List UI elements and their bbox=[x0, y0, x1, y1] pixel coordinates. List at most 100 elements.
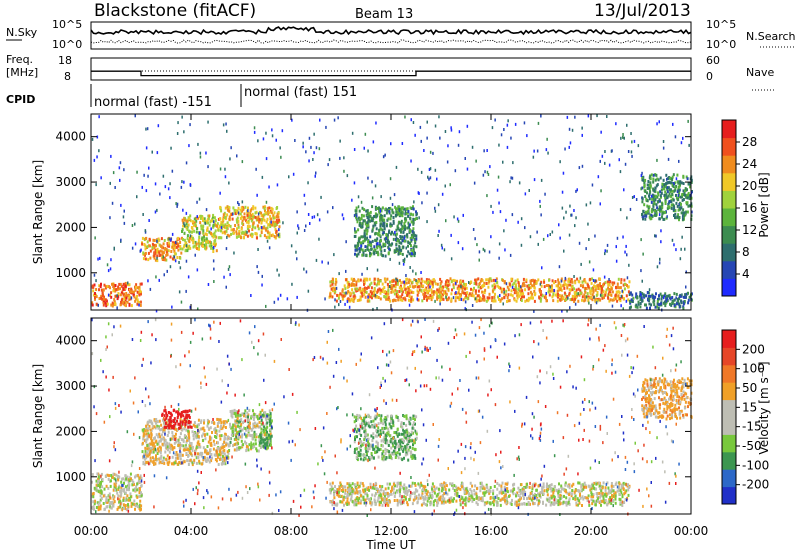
echo-cell bbox=[138, 503, 141, 507]
echo-cell bbox=[210, 231, 213, 235]
echo-cell bbox=[670, 181, 673, 185]
echo-cell bbox=[201, 216, 204, 220]
echo-speckle bbox=[250, 294, 252, 297]
echo-cell bbox=[450, 292, 453, 296]
echo-cell bbox=[458, 295, 461, 298]
echo-cell bbox=[149, 249, 152, 253]
echo-speckle bbox=[303, 229, 306, 232]
echo-cell bbox=[413, 237, 416, 241]
nsky-trace bbox=[90, 26, 692, 36]
echo-speckle bbox=[540, 178, 543, 182]
echo-cell bbox=[431, 285, 434, 289]
echo-cell bbox=[515, 299, 518, 303]
echo-speckle bbox=[316, 213, 319, 217]
echo-speckle bbox=[473, 181, 476, 185]
echo-cell bbox=[471, 292, 474, 296]
echo-cell bbox=[522, 281, 525, 285]
echo-speckle bbox=[270, 220, 272, 224]
echo-cell bbox=[259, 439, 262, 443]
echo-cell bbox=[631, 300, 634, 303]
echo-cell bbox=[160, 237, 163, 241]
echo-cell bbox=[684, 293, 687, 297]
echo-cell bbox=[388, 240, 390, 244]
echo-cell bbox=[157, 435, 160, 439]
echo-speckle bbox=[384, 153, 386, 157]
echo-cell bbox=[234, 212, 237, 216]
echo-speckle bbox=[587, 114, 590, 118]
echo-cell bbox=[216, 453, 219, 457]
echo-cell bbox=[122, 503, 125, 507]
echo-cell bbox=[398, 295, 401, 299]
echo-speckle bbox=[673, 207, 676, 211]
echo-cell bbox=[212, 223, 215, 227]
noise-scale-top-left: 10^5 bbox=[52, 18, 82, 31]
echo-cell bbox=[355, 217, 358, 221]
echo-cell bbox=[392, 221, 395, 225]
echo-cell bbox=[165, 250, 168, 253]
echo-cell bbox=[109, 286, 111, 290]
echo-cell bbox=[404, 448, 407, 452]
echo-cell bbox=[200, 419, 203, 423]
echo-cell bbox=[230, 228, 233, 232]
echo-cell bbox=[100, 480, 102, 484]
echo-cell bbox=[167, 462, 170, 466]
echo-cell bbox=[431, 280, 434, 284]
echo-cell bbox=[196, 456, 199, 460]
echo-speckle bbox=[412, 121, 415, 124]
echo-cell bbox=[158, 251, 161, 255]
echo-cell bbox=[141, 236, 144, 240]
echo-cell bbox=[673, 182, 675, 186]
echo-cell bbox=[226, 205, 229, 209]
echo-cell bbox=[263, 425, 266, 429]
echo-cell bbox=[642, 217, 644, 221]
echo-cell bbox=[521, 295, 523, 299]
echo-cell bbox=[370, 292, 373, 295]
echo-cell bbox=[260, 427, 263, 431]
echo-cell bbox=[526, 284, 529, 288]
echo-cell bbox=[404, 219, 407, 223]
echo-cell bbox=[403, 285, 406, 289]
echo-cell bbox=[557, 278, 560, 282]
echo-speckle bbox=[581, 126, 583, 130]
echo-cell bbox=[655, 292, 657, 296]
echo-cell bbox=[387, 245, 390, 249]
echo-cell bbox=[120, 284, 123, 288]
echo-cell bbox=[226, 213, 229, 217]
echo-speckle bbox=[545, 292, 547, 295]
echo-cell bbox=[224, 462, 227, 466]
echo-cell bbox=[581, 295, 584, 299]
echo-cell bbox=[208, 438, 211, 442]
echo-cell bbox=[193, 432, 196, 436]
echo-speckle bbox=[547, 234, 549, 238]
echo-cell bbox=[253, 413, 256, 416]
echo-cell bbox=[436, 296, 439, 300]
echo-cell bbox=[182, 414, 185, 418]
echo-cell bbox=[373, 215, 376, 218]
echo-speckle bbox=[321, 260, 323, 264]
echo-cell bbox=[180, 411, 183, 414]
echo-cell bbox=[241, 433, 244, 437]
echo-cell bbox=[196, 247, 198, 250]
echo-speckle bbox=[339, 139, 341, 143]
echo-cell bbox=[235, 218, 238, 222]
echo-cell bbox=[231, 429, 234, 433]
echo-speckle bbox=[116, 294, 118, 298]
echo-cell bbox=[183, 434, 186, 438]
echo-cell bbox=[254, 413, 257, 416]
echo-cell bbox=[153, 254, 156, 257]
echo-cell bbox=[385, 297, 388, 301]
echo-cell bbox=[401, 298, 404, 302]
echo-speckle bbox=[138, 303, 140, 307]
echo-cell bbox=[245, 446, 248, 450]
echo-speckle bbox=[414, 133, 416, 137]
echo-cell bbox=[130, 287, 133, 291]
echo-speckle bbox=[333, 118, 336, 122]
echo-cell bbox=[180, 251, 183, 255]
echo-cell bbox=[253, 430, 256, 434]
echo-speckle bbox=[509, 180, 511, 184]
echo-cell bbox=[156, 247, 159, 251]
echo-speckle bbox=[542, 237, 545, 241]
echo-cell bbox=[228, 437, 231, 440]
echo-cell bbox=[185, 440, 188, 444]
echo-cell bbox=[358, 432, 361, 436]
